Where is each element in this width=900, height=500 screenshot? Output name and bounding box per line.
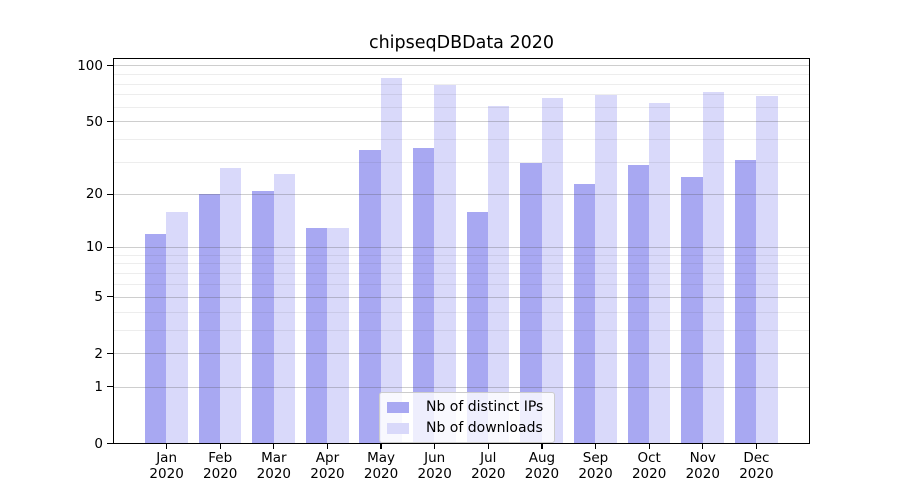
x-tick-mark-nov [702, 444, 704, 449]
legend-item: Nb of downloads [387, 420, 543, 436]
bar-nb-of-downloads-dec [756, 95, 778, 443]
bar-nb-of-distinct-ips-oct [627, 165, 649, 443]
major-gridline-y50 [114, 121, 809, 123]
major-gridline-y10 [114, 246, 809, 248]
minor-gridline-y7 [114, 273, 809, 275]
x-tick-mark-feb [219, 444, 221, 449]
minor-gridline-y70 [114, 94, 809, 96]
x-tick-label-jun: Jun 2020 [417, 450, 452, 482]
bar-nb-of-distinct-ips-apr [305, 227, 328, 443]
x-tick-mark-may [380, 444, 382, 449]
y-tick-label-50: 50 [85, 113, 103, 130]
x-tick-mark-oct [648, 444, 650, 449]
minor-gridline-y60 [114, 106, 809, 108]
y-tick-mark-0 [107, 442, 113, 445]
major-gridline-y100 [114, 65, 809, 67]
major-gridline-y5 [114, 296, 809, 298]
major-gridline-y2 [114, 353, 809, 355]
x-tick-mark-mar [273, 444, 275, 449]
legend-item: Nb of distinct IPs [387, 399, 543, 415]
bar-nb-of-distinct-ips-jul [466, 211, 489, 443]
y-tick-label-100: 100 [77, 57, 103, 74]
chart-title: chipseqDBData 2020 [368, 33, 555, 53]
x-tick-label-jul: Jul 2020 [471, 450, 506, 482]
x-tick-mark-sep [594, 444, 597, 449]
legend-swatch-distinct-ips [387, 401, 409, 413]
x-tick-mark-jul [487, 444, 489, 449]
y-tick-mark-5 [107, 296, 113, 298]
x-tick-label-aug: Aug 2020 [524, 450, 560, 482]
y-tick-mark-2 [107, 352, 113, 355]
x-tick-label-mar: Mar 2020 [256, 450, 292, 482]
minor-gridline-y80 [114, 83, 809, 85]
bar-nb-of-downloads-feb [220, 168, 242, 443]
minor-gridline-y90 [114, 74, 809, 76]
bar-nb-of-downloads-aug [541, 98, 564, 443]
bar-nb-of-downloads-jun [434, 84, 456, 443]
x-tick-label-apr: Apr 2020 [310, 450, 345, 482]
minor-gridline-y8 [114, 263, 809, 265]
x-tick-mark-jan [165, 444, 168, 449]
x-tick-label-jan: Jan 2020 [149, 450, 184, 482]
legend-swatch-downloads [387, 422, 409, 434]
x-tick-label-nov: Nov 2020 [685, 450, 720, 482]
minor-gridline-y4 [114, 311, 809, 313]
y-tick-label-1: 1 [94, 378, 103, 395]
bar-nb-of-distinct-ips-nov [681, 176, 703, 443]
legend-label: Nb of distinct IPs [426, 399, 544, 415]
x-tick-label-dec: Dec 2020 [739, 450, 774, 482]
y-tick-mark-50 [107, 120, 113, 123]
x-tick-label-sep: Sep 2020 [578, 450, 613, 482]
bar-nb-of-distinct-ips-jun [413, 148, 435, 443]
bar-nb-of-downloads-oct [648, 103, 671, 443]
x-tick-label-may: May 2020 [363, 450, 399, 482]
bar-nb-of-distinct-ips-mar [252, 190, 274, 443]
minor-gridline-y3 [114, 329, 809, 331]
bar-nb-of-downloads-mar [273, 173, 296, 443]
y-tick-mark-10 [107, 246, 113, 248]
legend-label: Nb of downloads [426, 420, 543, 436]
major-gridline-y1 [114, 386, 809, 388]
bar-nb-of-distinct-ips-jan [145, 233, 167, 443]
y-tick-mark-1 [107, 386, 113, 388]
bar-nb-of-downloads-sep [595, 94, 617, 443]
y-tick-label-0: 0 [94, 435, 103, 452]
legend: Nb of distinct IPs Nb of downloads [379, 392, 556, 443]
minor-gridline-y6 [114, 283, 809, 285]
y-tick-mark-20 [107, 193, 113, 195]
y-tick-mark-100 [107, 65, 113, 67]
x-tick-label-oct: Oct 2020 [631, 450, 667, 482]
bar-nb-of-distinct-ips-may [359, 150, 381, 443]
bar-nb-of-downloads-may [380, 78, 403, 443]
y-tick-label-10: 10 [85, 239, 103, 256]
x-tick-mark-jun [434, 444, 436, 449]
y-tick-label-5: 5 [94, 288, 103, 305]
minor-gridline-y30 [114, 162, 809, 164]
y-tick-label-2: 2 [94, 345, 103, 362]
bar-nb-of-downloads-apr [327, 227, 349, 443]
bar-nb-of-distinct-ips-dec [734, 159, 757, 443]
x-tick-mark-aug [541, 444, 543, 449]
x-tick-label-feb: Feb 2020 [203, 450, 238, 482]
plot-area [113, 58, 810, 444]
major-gridline-y20 [114, 194, 809, 196]
bar-nb-of-downloads-nov [702, 92, 724, 443]
minor-gridline-y9 [114, 254, 809, 256]
x-tick-mark-dec [755, 444, 758, 449]
bar-nb-of-downloads-jan [166, 211, 188, 443]
x-tick-mark-apr [326, 444, 329, 449]
minor-gridline-y40 [114, 139, 809, 141]
bar-nb-of-distinct-ips-aug [520, 162, 542, 443]
bar-nb-of-distinct-ips-feb [198, 194, 221, 443]
bar-nb-of-downloads-jul [488, 105, 510, 443]
y-tick-label-20: 20 [85, 186, 103, 203]
bar-nb-of-distinct-ips-sep [573, 183, 596, 443]
